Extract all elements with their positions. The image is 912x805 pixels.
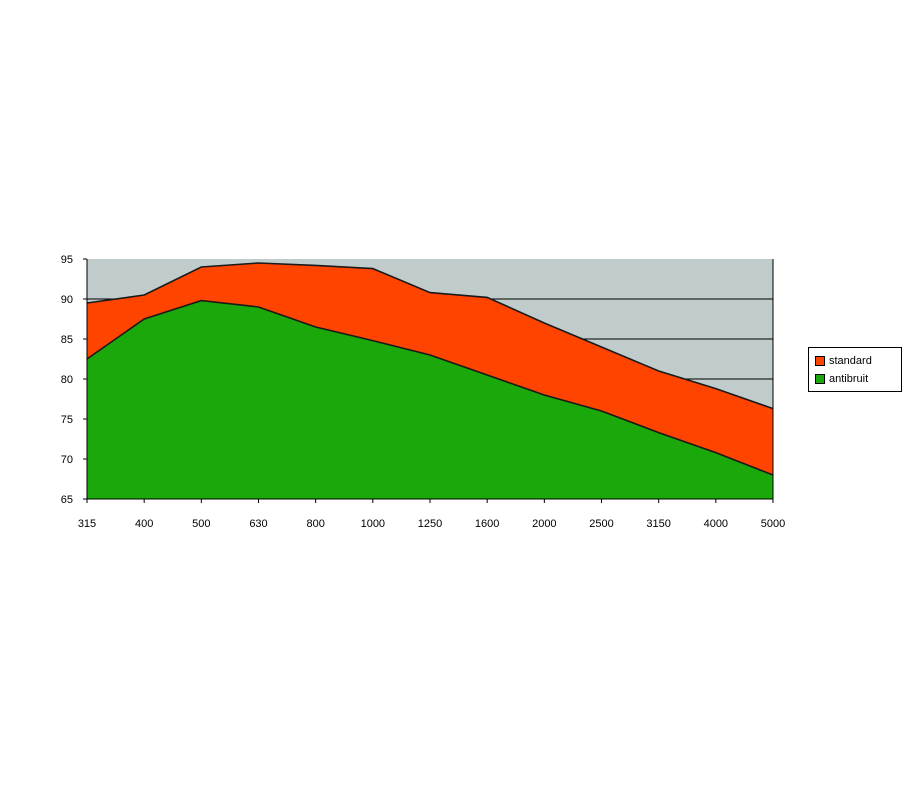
legend-label-standard: standard xyxy=(829,355,872,367)
x-tick-label: 1600 xyxy=(475,518,499,530)
x-tick-label: 400 xyxy=(135,518,153,530)
legend: standard antibruit xyxy=(808,347,902,392)
y-tick-label: 85 xyxy=(61,334,73,346)
legend-swatch-standard xyxy=(815,356,825,366)
legend-item-standard: standard xyxy=(815,352,897,370)
y-tick-label: 70 xyxy=(61,454,73,466)
x-tick-label: 3150 xyxy=(646,518,670,530)
x-tick-label: 1250 xyxy=(418,518,442,530)
x-tick-labels: 315 400 500 630 800 1000 1250 1600 2000 2500 3150 4… xyxy=(78,499,785,530)
area-antibruit xyxy=(87,300,773,499)
x-tick-label: 500 xyxy=(192,518,210,530)
x-tick-label: 800 xyxy=(306,518,324,530)
series-layer xyxy=(86,262,774,499)
y-tick-labels: 65 70 75 80 85 90 95 xyxy=(61,254,87,506)
legend-label-antibruit: antibruit xyxy=(829,373,869,385)
line-standard xyxy=(86,262,774,410)
x-tick-label: 315 xyxy=(78,518,96,530)
y-tick-label: 65 xyxy=(61,494,73,506)
y-tick-label: 95 xyxy=(61,254,73,266)
x-tick-label: 4000 xyxy=(704,518,728,530)
x-tick-label: 1000 xyxy=(361,518,385,530)
x-tick-label: 630 xyxy=(249,518,267,530)
legend-swatch-antibruit xyxy=(815,374,825,384)
x-tick-label: 5000 xyxy=(761,518,785,530)
y-tick-label: 80 xyxy=(61,374,73,386)
line-antibruit xyxy=(86,299,774,476)
y-tick-label: 75 xyxy=(61,414,73,426)
x-tick-label: 2000 xyxy=(532,518,556,530)
y-tick-label: 90 xyxy=(61,294,73,306)
legend-item-antibruit: antibruit xyxy=(815,370,897,388)
x-tick-label: 2500 xyxy=(589,518,613,530)
